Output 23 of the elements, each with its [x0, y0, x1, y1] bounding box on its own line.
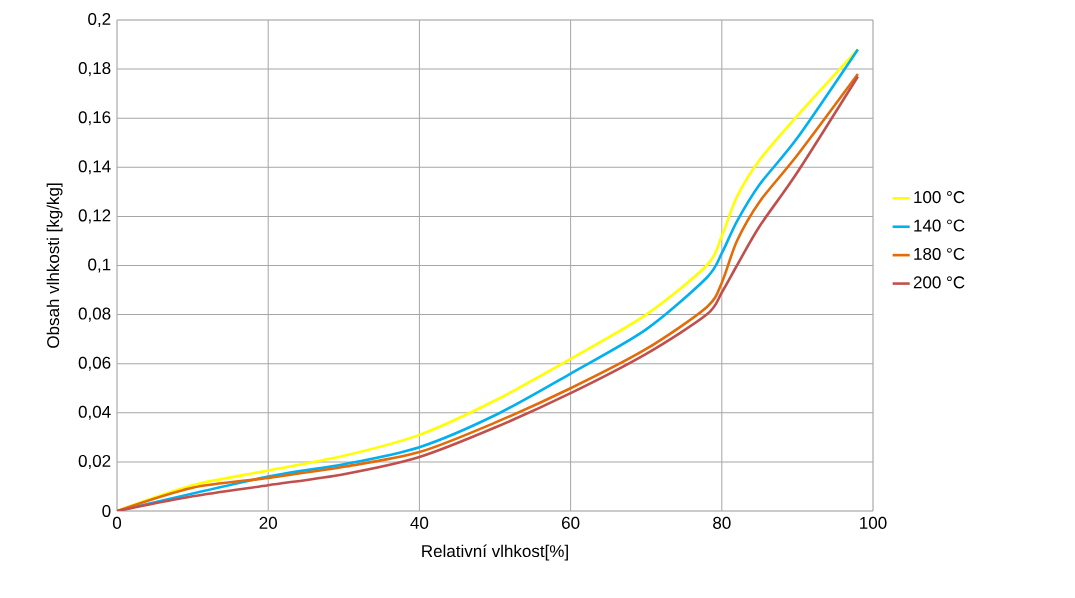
x-tick-label: 60 [562, 516, 580, 529]
y-tick-label: 0 [102, 504, 111, 518]
legend-label: 200 °C [913, 276, 965, 289]
y-tick-label: 0,14 [78, 160, 111, 175]
y-tick-label: 0,12 [78, 209, 111, 224]
x-tick-label: 80 [713, 516, 731, 529]
y-tick-label: 0,02 [78, 454, 111, 469]
legend-label: 140 °C [914, 219, 965, 232]
y-tick-label: 0,1 [88, 258, 111, 273]
y-tick-label: 0,18 [78, 62, 111, 77]
y-axis-title: Obsah vlhkosti [kg/kg] [46, 183, 63, 348]
y-tick-label: 0,06 [78, 356, 111, 371]
x-tick-label: 20 [259, 516, 277, 529]
legend-label: 100 °C [914, 191, 965, 204]
x-tick-label: 40 [410, 516, 429, 529]
x-axis-title: Relativní vlhkost[%] [422, 544, 568, 561]
y-tick-label: 0,04 [78, 405, 111, 420]
legend-label: 180 °C [914, 247, 965, 260]
x-tick-label: 100 [860, 516, 887, 529]
y-tick-label: 0,08 [78, 307, 111, 322]
y-tick-label: 0,16 [78, 111, 111, 126]
y-tick-label: 0,2 [88, 12, 111, 28]
x-tick-label: 0 [112, 516, 122, 529]
